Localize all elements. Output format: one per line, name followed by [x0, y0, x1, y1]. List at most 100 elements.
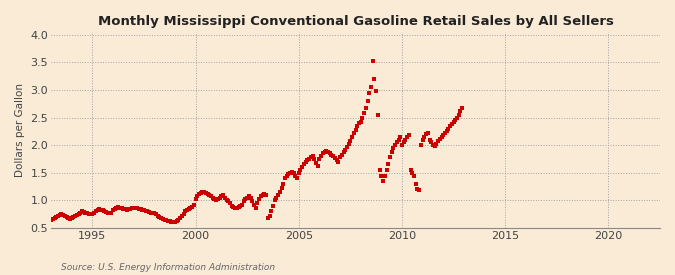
Point [226, 204, 237, 208]
Title: Monthly Mississippi Conventional Gasoline Retail Sales by All Sellers: Monthly Mississippi Conventional Gasolin… [98, 15, 614, 28]
Point [389, 143, 400, 147]
Point [151, 212, 161, 216]
Point [275, 190, 286, 194]
Point [53, 214, 63, 218]
Point [307, 154, 318, 158]
Point [97, 208, 108, 213]
Point [149, 210, 160, 215]
Point [235, 204, 246, 208]
Point [310, 161, 321, 165]
Point [169, 220, 180, 225]
Point [267, 204, 278, 208]
Point [122, 208, 132, 212]
Point [135, 207, 146, 211]
Point [429, 144, 440, 148]
Point [119, 207, 130, 211]
Point [357, 115, 368, 120]
Point [441, 129, 452, 134]
Point [257, 193, 268, 197]
Point [78, 210, 89, 214]
Point [412, 187, 423, 191]
Point [163, 219, 173, 223]
Point [173, 218, 184, 222]
Point [254, 197, 265, 202]
Point [72, 213, 82, 217]
Point [263, 216, 273, 220]
Point [66, 216, 77, 220]
Point [283, 172, 294, 176]
Point [182, 208, 192, 212]
Point [407, 170, 418, 175]
Point [168, 220, 179, 225]
Point [436, 135, 447, 139]
Point [439, 131, 450, 135]
Point [80, 210, 91, 215]
Point [65, 216, 76, 221]
Point [423, 131, 433, 135]
Point [352, 124, 362, 128]
Point [333, 160, 344, 164]
Point [410, 182, 421, 186]
Point [115, 205, 126, 210]
Point [238, 199, 249, 204]
Point [175, 216, 186, 220]
Point [197, 189, 208, 194]
Point [421, 132, 431, 136]
Point [281, 173, 292, 178]
Point [171, 219, 182, 224]
Point [395, 135, 406, 139]
Point [433, 139, 443, 143]
Point [137, 208, 148, 212]
Point [103, 210, 113, 215]
Point [82, 211, 92, 215]
Point [402, 135, 412, 139]
Point [221, 198, 232, 203]
Point [388, 146, 399, 150]
Point [271, 196, 282, 200]
Point [278, 182, 289, 186]
Point [404, 133, 414, 138]
Point [244, 194, 254, 199]
Point [294, 170, 304, 175]
Point [190, 197, 201, 202]
Point [142, 209, 153, 214]
Point [419, 135, 430, 139]
Point [126, 206, 137, 210]
Point [314, 157, 325, 161]
Point [154, 215, 165, 219]
Point [68, 215, 79, 219]
Point [185, 206, 196, 210]
Point [106, 211, 117, 215]
Point [364, 90, 375, 95]
Point [225, 201, 236, 205]
Point [250, 205, 261, 210]
Point [379, 173, 390, 178]
Point [232, 206, 242, 210]
Point [178, 211, 189, 216]
Point [443, 126, 454, 131]
Point [128, 206, 139, 210]
Point [381, 168, 392, 172]
Point [374, 168, 385, 172]
Point [94, 207, 105, 211]
Point [457, 105, 468, 110]
Point [325, 151, 335, 156]
Point [233, 205, 244, 209]
Point [195, 190, 206, 195]
Point [360, 105, 371, 110]
Point [286, 169, 297, 174]
Point [138, 208, 149, 213]
Point [157, 217, 168, 221]
Point [446, 122, 457, 126]
Point [342, 145, 352, 149]
Point [256, 194, 267, 199]
Point [417, 138, 428, 142]
Point [180, 209, 190, 214]
Point [452, 115, 462, 120]
Point [350, 128, 361, 132]
Point [237, 203, 248, 207]
Point [408, 173, 419, 178]
Point [46, 218, 57, 222]
Point [54, 213, 65, 217]
Point [230, 206, 240, 210]
